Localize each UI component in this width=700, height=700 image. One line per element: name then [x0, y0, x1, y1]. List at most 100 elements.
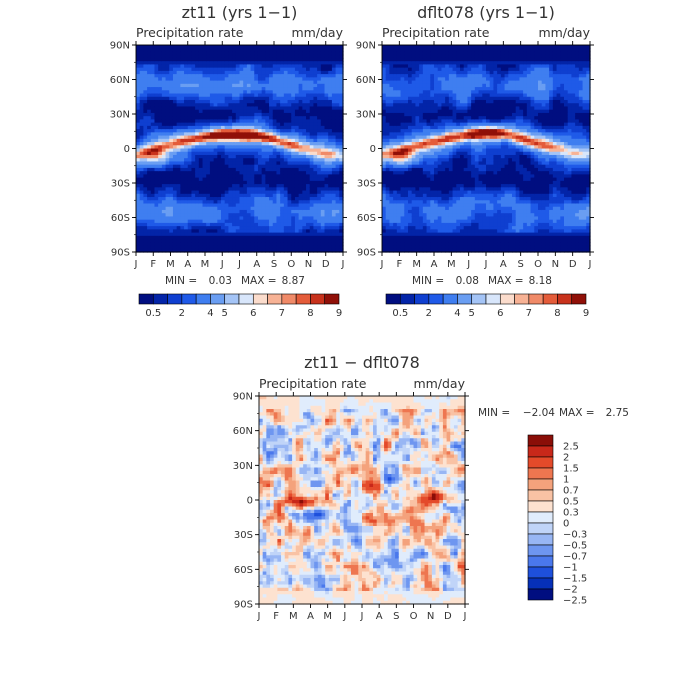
field-cell — [139, 151, 144, 156]
field-cell — [150, 67, 156, 72]
field-cell — [294, 213, 300, 218]
field-cell — [408, 226, 413, 230]
field-cell — [320, 129, 326, 133]
field-cell — [294, 206, 300, 211]
field-cell — [257, 219, 263, 224]
field-cell — [276, 96, 281, 101]
y-tick-label: 90N — [110, 41, 130, 52]
field-cell — [191, 187, 196, 192]
field-cell — [243, 70, 248, 75]
field-cell — [328, 87, 333, 91]
field-cell — [441, 158, 446, 163]
field-cell — [437, 54, 443, 59]
field-cell — [404, 213, 409, 218]
field-cell — [195, 167, 200, 172]
field-cell — [294, 70, 300, 75]
field-cell — [331, 171, 337, 175]
field-cell — [136, 138, 141, 143]
field-cell — [191, 83, 196, 88]
field-cell — [158, 245, 163, 250]
field-cell — [313, 90, 318, 95]
field-cell — [382, 200, 387, 205]
field-cell — [306, 190, 311, 195]
field-cell — [221, 142, 226, 146]
field-cell — [147, 96, 152, 101]
field-cell — [213, 174, 218, 179]
field-cell — [335, 245, 340, 250]
field-cell — [261, 248, 266, 253]
field-cell — [180, 151, 185, 156]
field-cell — [217, 112, 222, 117]
field-cell — [191, 248, 196, 253]
field-cell — [232, 70, 237, 75]
field-cell — [298, 48, 303, 53]
field-cell — [232, 197, 237, 201]
field-cell — [389, 132, 394, 137]
field-cell — [434, 242, 439, 247]
field-cell — [396, 96, 402, 101]
field-cell — [280, 216, 285, 221]
field-cell — [232, 219, 237, 224]
field-cell — [206, 222, 211, 227]
field-cell — [246, 158, 252, 163]
field-cell — [339, 142, 344, 146]
field-cell — [280, 203, 285, 208]
field-cell — [243, 151, 248, 156]
field-cell — [287, 164, 292, 169]
field-cell — [328, 209, 333, 214]
field-cell — [224, 232, 230, 237]
field-cell — [385, 226, 391, 230]
field-cell — [294, 109, 300, 114]
field-cell — [396, 187, 402, 192]
field-cell — [150, 83, 156, 88]
field-cell — [393, 158, 398, 163]
field-cell — [280, 109, 285, 114]
field-cell — [191, 180, 196, 185]
field-cell — [250, 177, 255, 182]
field-cell — [228, 74, 233, 78]
field-cell — [265, 93, 270, 98]
field-cell — [385, 112, 391, 117]
field-cell — [209, 151, 215, 156]
field-cell — [269, 148, 274, 153]
field-cell — [228, 80, 233, 85]
field-cell — [206, 171, 211, 175]
field-cell — [198, 48, 204, 53]
field-cell — [324, 125, 329, 130]
field-cell — [169, 96, 174, 101]
field-cell — [291, 151, 296, 156]
field-cell — [415, 122, 420, 127]
field-cell — [283, 239, 289, 243]
field-cell — [294, 177, 300, 182]
field-cell — [169, 80, 174, 85]
field-cell — [445, 99, 450, 104]
field-cell — [250, 135, 255, 140]
field-cell — [206, 229, 211, 234]
field-cell — [202, 93, 207, 98]
field-cell — [228, 93, 233, 98]
field-cell — [404, 99, 409, 104]
field-cell — [165, 48, 170, 53]
field-cell — [202, 57, 207, 62]
field-cell — [393, 51, 398, 56]
field-cell — [213, 116, 218, 120]
field-cell — [302, 154, 307, 159]
field-cell — [272, 119, 278, 124]
field-cell — [147, 216, 152, 221]
field-cell — [272, 87, 278, 91]
field-cell — [202, 184, 207, 188]
field-cell — [228, 132, 233, 137]
field-cell — [302, 209, 307, 214]
field-cell — [143, 222, 148, 227]
field-cell — [430, 80, 435, 85]
field-cell — [294, 174, 300, 179]
field-cell — [430, 226, 435, 230]
field-cell — [265, 90, 270, 95]
field-cell — [235, 200, 241, 205]
field-cell — [180, 77, 185, 82]
field-cell — [206, 226, 211, 230]
field-cell — [235, 193, 241, 198]
field-cell — [172, 171, 178, 175]
field-cell — [187, 174, 193, 179]
field-cell — [250, 232, 255, 237]
